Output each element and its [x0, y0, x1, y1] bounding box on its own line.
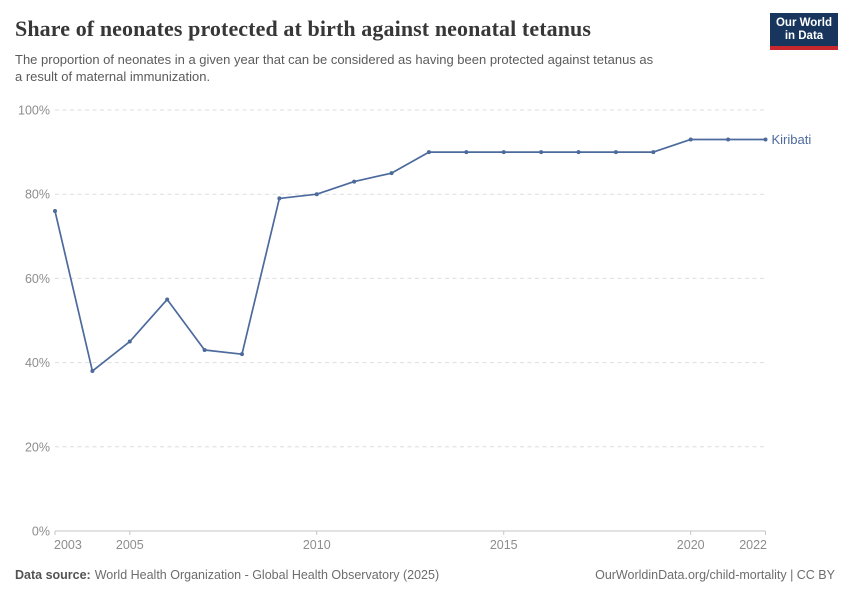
owid-logo-line1: Our World	[775, 17, 832, 29]
data-point[interactable]	[464, 150, 469, 155]
data-point[interactable]	[389, 171, 394, 176]
data-point[interactable]	[688, 137, 693, 142]
x-tick-label: 2020	[677, 538, 705, 552]
y-tick-label: 0%	[32, 525, 50, 539]
data-point[interactable]	[202, 347, 207, 352]
data-point[interactable]	[90, 369, 95, 374]
data-point[interactable]	[277, 196, 282, 201]
data-point[interactable]	[763, 137, 768, 142]
chart-footer: Data source: World Health Organization - …	[15, 568, 835, 582]
x-tick-label: 2022	[739, 538, 767, 552]
data-point[interactable]	[613, 150, 618, 155]
data-source-label: Data source:	[15, 568, 91, 582]
y-tick-label: 80%	[25, 188, 50, 202]
data-point[interactable]	[165, 297, 170, 302]
y-tick-label: 20%	[25, 440, 50, 454]
page-title: Share of neonates protected at birth aga…	[15, 16, 592, 41]
data-source-text: World Health Organization - Global Healt…	[94, 568, 440, 582]
data-point[interactable]	[576, 150, 581, 155]
data-point[interactable]	[53, 209, 57, 214]
data-point[interactable]	[352, 179, 357, 184]
data-point[interactable]	[314, 192, 319, 197]
x-tick-label: 2003	[54, 538, 82, 552]
data-point[interactable]	[426, 150, 431, 155]
data-point[interactable]	[501, 150, 506, 155]
y-tick-label: 40%	[25, 356, 50, 370]
data-point[interactable]	[539, 150, 544, 155]
x-tick-label: 2005	[116, 538, 144, 552]
data-point[interactable]	[726, 137, 731, 142]
data-point[interactable]	[651, 150, 656, 155]
x-tick-label: 2010	[303, 538, 331, 552]
owid-logo[interactable]: Our World in Data	[770, 13, 838, 50]
data-source: Data source: World Health Organization - …	[15, 568, 439, 582]
data-point[interactable]	[127, 339, 132, 344]
owid-logo-box: Our World in Data	[770, 13, 838, 46]
license-link[interactable]: OurWorldinData.org/child-mortality | CC …	[595, 568, 835, 582]
y-tick-label: 60%	[25, 272, 50, 286]
data-point[interactable]	[239, 352, 244, 357]
owid-logo-stripe	[770, 46, 838, 50]
data-line[interactable]	[54, 138, 767, 372]
chart-subtitle: The proportion of neonates in a given ye…	[15, 52, 654, 84]
series-end-label[interactable]: Kiribati	[772, 132, 812, 147]
x-tick-label: 2015	[490, 538, 518, 552]
y-tick-label: 100%	[18, 104, 50, 118]
owid-logo-line2: in Data	[784, 30, 824, 42]
